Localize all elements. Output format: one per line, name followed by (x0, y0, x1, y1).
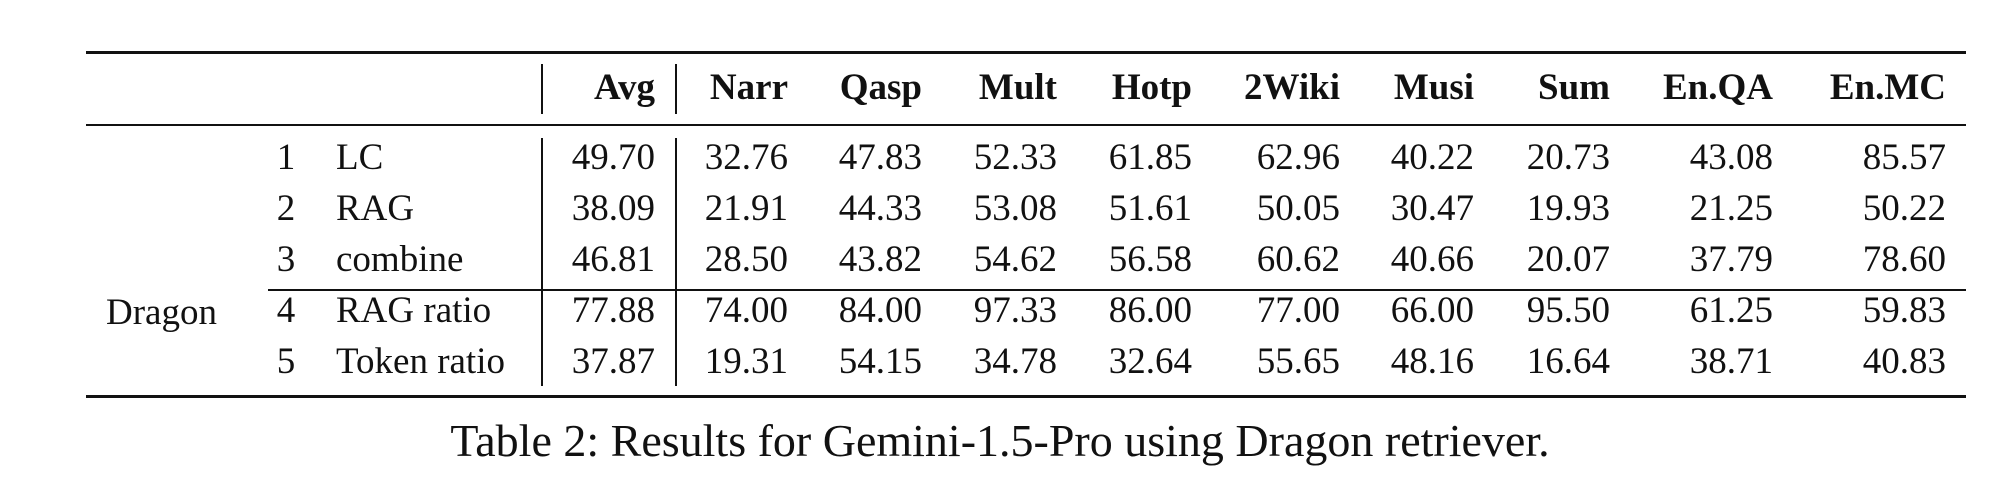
table-cell: 48.16 (1390, 341, 1474, 382)
column-header: Narr (709, 67, 788, 108)
table-cell: 51.61 (1108, 188, 1192, 229)
table-cell: 77.88 (571, 290, 655, 331)
column-header: Musi (1393, 67, 1474, 108)
table-cell: 40.22 (1390, 137, 1474, 178)
column-header: Hotp (1111, 67, 1192, 108)
table-cell: 21.25 (1689, 188, 1773, 229)
table-cell: 54.62 (973, 239, 1057, 280)
table-cell: 44.33 (838, 188, 922, 229)
table-cell: 52.33 (973, 137, 1057, 178)
header-divider-right (675, 64, 677, 114)
column-header: Mult (978, 67, 1057, 108)
table-cell: 38.71 (1689, 341, 1773, 382)
table-cell: 85.57 (1862, 137, 1946, 178)
column-header: 2Wiki (1244, 67, 1340, 108)
method-label: LC (336, 137, 384, 178)
table-cell: 78.60 (1862, 239, 1946, 280)
table-cell: 19.31 (704, 341, 788, 382)
table-cell: 60.62 (1256, 239, 1340, 280)
table-cell: 21.91 (704, 188, 788, 229)
table-cell: 30.47 (1390, 188, 1474, 229)
column-header: Avg (594, 67, 655, 108)
table-cell: 56.58 (1108, 239, 1192, 280)
row-number: 5 (276, 341, 296, 382)
table-cell: 54.15 (838, 341, 922, 382)
table-cell: 32.64 (1108, 341, 1192, 382)
table-cell: 43.08 (1689, 137, 1773, 178)
method-label: combine (336, 239, 464, 280)
table-cell: 16.64 (1526, 341, 1610, 382)
table-cell: 53.08 (973, 188, 1057, 229)
table-cell: 50.22 (1862, 188, 1946, 229)
table-cell: 74.00 (704, 290, 788, 331)
body-divider-right (675, 138, 677, 386)
table-cell: 49.70 (571, 137, 655, 178)
table-cell: 34.78 (973, 341, 1057, 382)
column-header: Sum (1538, 67, 1610, 108)
header-rule (86, 124, 1966, 126)
body-divider-left (541, 138, 543, 386)
top-rule (86, 51, 1966, 54)
row-number: 3 (276, 239, 296, 280)
table-cell: 86.00 (1108, 290, 1192, 331)
method-label: RAG (336, 188, 415, 229)
table-cell: 66.00 (1390, 290, 1474, 331)
table-cell: 43.82 (838, 239, 922, 280)
table-cell: 77.00 (1256, 290, 1340, 331)
header-divider-left (541, 64, 543, 114)
bottom-rule (86, 395, 1966, 398)
table-cell: 50.05 (1256, 188, 1340, 229)
table-cell: 62.96 (1256, 137, 1340, 178)
row-number: 2 (276, 188, 296, 229)
table-cell: 46.81 (571, 239, 655, 280)
table-cell: 40.66 (1390, 239, 1474, 280)
table-cell: 55.65 (1256, 341, 1340, 382)
ratio-separator-rule (268, 289, 1966, 291)
column-header: Qasp (839, 67, 922, 108)
table-cell: 97.33 (973, 290, 1057, 331)
table-cell: 32.76 (704, 137, 788, 178)
table-cell: 59.83 (1862, 290, 1946, 331)
column-header: En.QA (1662, 67, 1773, 108)
table-cell: 38.09 (571, 188, 655, 229)
table-cell: 20.73 (1526, 137, 1610, 178)
table-cell: 40.83 (1862, 341, 1946, 382)
table-caption: Table 2: Results for Gemini-1.5-Pro usin… (450, 415, 1550, 466)
table-cell: 61.85 (1108, 137, 1192, 178)
table-cell: 37.79 (1689, 239, 1773, 280)
retriever-group-label: Dragon (106, 292, 217, 333)
table-cell: 47.83 (838, 137, 922, 178)
method-label: Token ratio (336, 341, 505, 382)
table-cell: 84.00 (838, 290, 922, 331)
row-number: 1 (276, 137, 296, 178)
column-header: En.MC (1829, 67, 1946, 108)
table-cell: 95.50 (1526, 290, 1610, 331)
method-label: RAG ratio (336, 290, 492, 331)
table-cell: 61.25 (1689, 290, 1773, 331)
row-number: 4 (276, 290, 296, 331)
table-cell: 19.93 (1526, 188, 1610, 229)
table-cell: 37.87 (571, 341, 655, 382)
table-cell: 28.50 (704, 239, 788, 280)
table-cell: 20.07 (1526, 239, 1610, 280)
